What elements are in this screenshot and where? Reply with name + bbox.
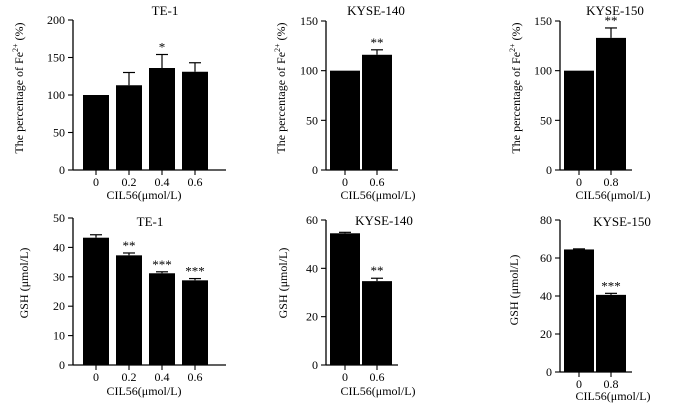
chart-title: KYSE-150 <box>586 3 644 18</box>
y-tick-label: 100 <box>300 64 318 78</box>
y-tick-label: 50 <box>540 113 552 127</box>
x-tick-label: 0.8 <box>604 175 619 189</box>
x-tick-label: 0.6 <box>370 370 385 384</box>
y-tick-label: 150 <box>534 14 552 28</box>
x-tick-label: 0.6 <box>188 175 203 189</box>
bar <box>596 37 626 171</box>
significance-marker: ** <box>123 238 136 253</box>
y-tick-label: 100 <box>47 88 65 102</box>
x-tick-label: 0.8 <box>604 377 619 391</box>
significance-marker: *** <box>185 264 205 279</box>
bar <box>596 294 626 372</box>
y-axis-label: The percentage of Fe2+ (%) <box>273 22 288 153</box>
y-tick-label: 200 <box>47 13 65 27</box>
x-axis-label: CIL56(μmol/L) <box>106 384 181 398</box>
y-tick-label: 0 <box>59 358 65 372</box>
significance-marker: ** <box>605 13 618 28</box>
y-tick-label: 80 <box>540 213 552 227</box>
x-tick-label: 0.4 <box>155 175 170 189</box>
x-tick-label: 0.2 <box>122 370 137 384</box>
y-tick-label: 100 <box>534 64 552 78</box>
y-axis-label: The percentage of Fe2+ (%) <box>508 22 523 153</box>
bar <box>330 70 360 170</box>
bar <box>182 280 208 365</box>
x-axis-label: CIL56(μmol/L) <box>340 188 415 202</box>
chart-panel-5: KYSE-140 GSH (μmol/L) 0 20 40 60 0 0.6 ** CIL56(μ… <box>276 213 416 398</box>
y-axis-label: GSH (μmol/L) <box>276 248 290 319</box>
bar <box>116 85 142 170</box>
bar <box>182 71 208 170</box>
chart-title: KYSE-140 <box>355 213 413 228</box>
y-tick-label: 50 <box>53 126 65 140</box>
x-axis-label: CIL56(μmol/L) <box>340 384 415 398</box>
y-tick-label: 10 <box>53 329 65 343</box>
x-tick-label: 0 <box>342 175 348 189</box>
y-tick-label: 40 <box>540 289 552 303</box>
y-tick-label: 150 <box>47 51 65 65</box>
chart-title: TE-1 <box>152 3 179 18</box>
chart-title: TE-1 <box>137 214 164 229</box>
significance-marker: ** <box>371 35 384 50</box>
x-axis-label: CIL56(μmol/L) <box>106 188 181 202</box>
y-tick-label: 60 <box>306 213 318 227</box>
x-axis-label: CIL56(μmol/L) <box>575 389 650 403</box>
bar <box>83 95 109 170</box>
x-axis-label: CIL56(μmol/L) <box>575 188 650 202</box>
significance-marker: ** <box>371 263 384 278</box>
x-tick-label: 0.6 <box>188 370 203 384</box>
x-tick-label: 0 <box>576 377 582 391</box>
y-tick-label: 50 <box>306 113 318 127</box>
y-tick-label: 40 <box>306 261 318 275</box>
y-axis-label: GSH (μmol/L) <box>17 248 31 319</box>
chart-title: KYSE-150 <box>593 214 651 229</box>
chart-panel-1: TE-1 The percentage of Fe2+ (%) 0 50 100 150 2… <box>11 3 226 202</box>
y-tick-label: 20 <box>540 327 552 341</box>
y-tick-label: 20 <box>306 310 318 324</box>
bar <box>330 233 360 365</box>
significance-marker: *** <box>152 257 172 272</box>
y-tick-label: 40 <box>53 240 65 254</box>
bar <box>362 281 392 365</box>
x-tick-label: 0.2 <box>122 175 137 189</box>
y-tick-label: 0 <box>312 358 318 372</box>
y-tick-label: 0 <box>546 163 552 177</box>
y-tick-label: 20 <box>53 299 65 313</box>
y-tick-label: 0 <box>546 365 552 379</box>
bar <box>564 70 594 170</box>
x-tick-label: 0 <box>93 370 99 384</box>
x-tick-label: 0 <box>93 175 99 189</box>
y-tick-label: 0 <box>59 163 65 177</box>
chart-panel-4: TE-1 GSH (μmol/L) 0 10 20 30 40 50 0 0.2 ** 0.4 *** 0… <box>17 211 226 398</box>
chart-panel-3: KYSE-150 The percentage of Fe2+ (%) 0 50 100… <box>508 3 651 202</box>
bar <box>116 255 142 365</box>
y-tick-label: 50 <box>53 211 65 225</box>
bar <box>362 54 392 171</box>
chart-panel-6: KYSE-150 GSH (μmol/L) 0 20 40 60 80 0 0.8 *** CIL5… <box>507 213 651 403</box>
x-tick-label: 0.6 <box>370 175 385 189</box>
y-tick-label: 0 <box>312 163 318 177</box>
y-axis-label: The percentage of Fe2+ (%) <box>11 22 26 153</box>
bar <box>149 68 175 170</box>
y-tick-label: 60 <box>540 251 552 265</box>
chart-panel-2: KYSE-140 The percentage of Fe2+ (%) 0 50 100… <box>273 3 416 202</box>
x-tick-label: 0 <box>576 175 582 189</box>
x-tick-label: 0.4 <box>155 370 170 384</box>
y-tick-label: 30 <box>53 270 65 284</box>
y-tick-label: 150 <box>300 14 318 28</box>
chart-title: KYSE-140 <box>347 3 405 18</box>
bar <box>83 237 109 365</box>
x-tick-label: 0 <box>342 370 348 384</box>
significance-marker: *** <box>601 278 621 293</box>
significance-marker: * <box>159 40 166 55</box>
bar <box>564 249 594 372</box>
y-axis-label: GSH (μmol/L) <box>507 255 521 326</box>
bar <box>149 273 175 365</box>
